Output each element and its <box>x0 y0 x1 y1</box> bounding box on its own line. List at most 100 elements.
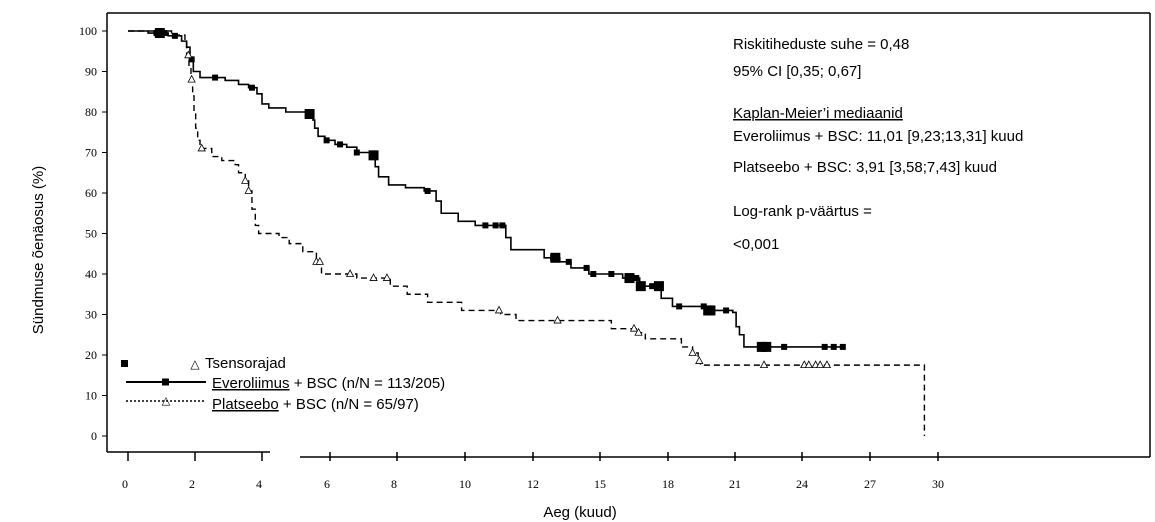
placebo-censor-mark <box>688 348 697 356</box>
everolimus-censor-mark <box>323 137 330 144</box>
everolimus-censor-mark <box>424 187 431 194</box>
y-tick-label: 40 <box>85 267 97 281</box>
x-tick-label: 2 <box>189 477 195 491</box>
everolimus-censor-mark <box>723 307 730 314</box>
x-tick-label: 30 <box>932 477 944 491</box>
everolimus-censor-mark <box>499 222 506 229</box>
annotation-hazard-ratio: Riskitiheduste suhe = 0,48 <box>733 36 909 53</box>
legend-everolimus-marker-icon <box>162 378 169 386</box>
y-tick-label: 80 <box>85 105 97 119</box>
everolimus-censor-mark <box>583 264 590 271</box>
everolimus-censor-cluster <box>653 281 664 292</box>
placebo-censor-mark <box>187 74 196 83</box>
placebo-censor-mark <box>184 50 193 59</box>
y-tick-label: 50 <box>85 227 97 241</box>
x-tick-label: 21 <box>729 477 741 491</box>
legend-censor-square-icon <box>121 360 128 367</box>
everolimus-censor-cluster <box>705 305 716 316</box>
everolimus-censor-mark <box>649 283 656 290</box>
legend: △ Tsensorajad Everoliimus + BSC (n/N = 1… <box>121 355 445 413</box>
y-tick-label: 0 <box>91 429 97 443</box>
placebo-censor-mark <box>804 360 813 369</box>
annotation-placebo-median: Platseebo + BSC: 3,91 [3,58;7,43] kuud <box>733 159 997 176</box>
x-axis: 0 2 4 6 8 10 12 15 18 21 24 27 30 <box>122 452 944 491</box>
y-tick-label: 90 <box>85 65 97 79</box>
y-axis: 0 10 20 30 40 50 60 70 80 90 100 <box>79 24 107 443</box>
everolimus-censor-mark <box>633 275 640 282</box>
y-tick-label: 60 <box>85 186 97 200</box>
placebo-series <box>128 30 926 436</box>
placebo-censor-mark <box>553 315 562 324</box>
annotation-logrank: Log-rank p-väärtus = <box>733 203 872 220</box>
annotation-box: Riskitiheduste suhe = 0,48 95% CI [0,35;… <box>733 36 1023 253</box>
x-axis-title: Aeg (kuud) <box>543 504 616 521</box>
plot-frame <box>106 12 1151 458</box>
everolimus-censor-mark <box>608 271 615 277</box>
legend-censor-triangle-icon: △ <box>190 357 200 371</box>
y-tick-label: 70 <box>85 146 97 160</box>
everolimus-censor-cluster <box>635 281 646 292</box>
everolimus-censor-mark <box>248 84 255 91</box>
y-tick-label: 20 <box>85 348 97 362</box>
everolimus-censor-mark <box>830 343 837 350</box>
everolimus-censor-mark <box>676 303 683 310</box>
x-tick-label: 18 <box>662 477 674 491</box>
placebo-censor-mark <box>315 257 324 265</box>
everolimus-censor-cluster <box>368 150 379 161</box>
everolimus-censor-cluster <box>550 252 561 263</box>
x-tick-label: 6 <box>324 477 330 491</box>
everolimus-censor-mark <box>565 258 572 265</box>
x-tick-label: 12 <box>527 477 539 491</box>
everolimus-censor-mark <box>492 222 499 229</box>
y-tick-label: 30 <box>85 308 97 322</box>
everolimus-censor-mark <box>212 74 219 81</box>
y-axis-title: Sündmuse õenäosus (%) <box>30 166 47 334</box>
legend-placebo-label: Platseebo + BSC (n/N = 65/97) <box>212 396 419 413</box>
placebo-censor-mark <box>382 273 392 281</box>
placebo-censor-mark <box>695 356 704 364</box>
placebo-censor-mark <box>244 186 253 194</box>
annotation-ci: 95% CI [0,35; 0,67] <box>733 63 861 80</box>
annotation-pvalue: <0,001 <box>733 236 779 253</box>
y-tick-label: 10 <box>85 389 97 403</box>
everolimus-censor-mark <box>188 56 195 63</box>
everolimus-censor-cluster <box>624 273 635 284</box>
everolimus-series <box>128 28 846 352</box>
placebo-censor-mark <box>759 360 769 369</box>
everolimus-censor-cluster <box>304 109 315 120</box>
placebo-censor-mark <box>345 269 355 277</box>
placebo-censor-mark <box>629 323 639 332</box>
everolimus-censor-mark <box>839 343 846 350</box>
y-tick-label: 100 <box>79 24 97 38</box>
x-tick-label: 8 <box>391 477 397 491</box>
series-layer <box>128 28 926 436</box>
everolimus-censor-mark <box>482 222 489 229</box>
everolimus-censor-mark <box>353 149 360 156</box>
placebo-censor-mark <box>494 305 504 314</box>
x-tick-label: 24 <box>796 477 808 491</box>
x-tick-label: 10 <box>459 477 471 491</box>
placebo-censor-mark <box>634 327 643 336</box>
everolimus-censor-mark <box>171 32 178 39</box>
legend-everolimus-label: Everoliimus + BSC (n/N = 113/205) <box>212 375 445 392</box>
placebo-censor-mark <box>815 360 825 369</box>
x-tick-label: 0 <box>122 477 128 491</box>
annotation-everolimus-median: Everoliimus + BSC: 11,01 [9,23;13,31] ku… <box>733 128 1023 145</box>
x-tick-label: 15 <box>594 477 606 491</box>
legend-censor-label: Tsensorajad <box>205 355 286 372</box>
legend-placebo-marker-icon: △ <box>162 394 171 407</box>
x-tick-label: 27 <box>864 477 876 491</box>
placebo-censor-mark <box>197 143 206 152</box>
everolimus-censor-mark <box>337 141 344 148</box>
everolimus-censor-cluster <box>154 28 165 39</box>
placebo-censor-mark <box>822 360 832 369</box>
x-tick-label: 4 <box>256 477 262 491</box>
everolimus-censor-mark <box>161 30 168 37</box>
everolimus-censor-mark <box>821 343 828 350</box>
placebo-censor-mark <box>241 176 250 184</box>
everolimus-censor-mark <box>590 271 597 277</box>
annotation-km-heading: Kaplan-Meier’i mediaanid <box>733 105 903 122</box>
everolimus-censor-mark <box>781 343 788 350</box>
everolimus-censor-cluster <box>761 341 772 352</box>
